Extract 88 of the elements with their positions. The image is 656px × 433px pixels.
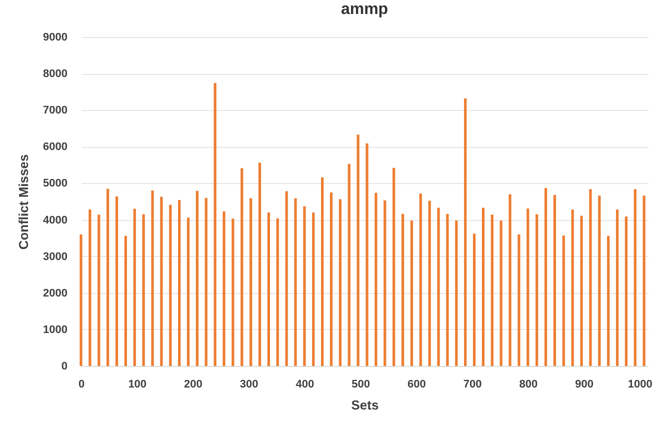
- x-tick-label: 600: [407, 378, 426, 390]
- bar: [321, 177, 324, 366]
- bar: [428, 200, 431, 366]
- bar: [186, 218, 190, 366]
- bar: [348, 164, 350, 366]
- y-tick-label: 5000: [43, 178, 68, 190]
- x-tick-label: 700: [463, 378, 482, 390]
- bar: [98, 214, 100, 366]
- bar: [106, 188, 110, 366]
- bar: [571, 210, 574, 366]
- x-tick-label: 100: [128, 378, 147, 390]
- bar: [356, 134, 360, 366]
- bar: [374, 192, 378, 366]
- bar: [446, 214, 449, 366]
- bar: [204, 198, 208, 366]
- y-tick-label: 9000: [43, 32, 68, 44]
- bar: [160, 196, 163, 366]
- bar: [250, 198, 252, 366]
- bar: [607, 236, 610, 366]
- bar: [178, 200, 181, 366]
- bar: [258, 162, 262, 366]
- bar: [232, 218, 234, 366]
- x-tick-label: 300: [240, 378, 258, 390]
- y-tick-label: 1000: [43, 324, 68, 336]
- y-tick-label: 6000: [43, 141, 68, 154]
- bar: [482, 208, 485, 366]
- bar: [294, 198, 297, 366]
- bar: [142, 214, 145, 366]
- bar: [222, 211, 226, 366]
- bar: [88, 210, 92, 366]
- bar: [472, 234, 476, 366]
- x-tick-label: 200: [184, 378, 202, 390]
- bar: [285, 191, 288, 366]
- bar: [312, 212, 315, 366]
- bar: [366, 143, 368, 366]
- y-tick-label: 7000: [43, 104, 68, 117]
- y-tick-label: 2000: [43, 287, 68, 300]
- bar: [544, 188, 548, 366]
- chart-title: ammp: [340, 1, 388, 18]
- bar: [500, 220, 502, 366]
- y-tick-label: 8000: [43, 68, 68, 80]
- x-tick-label: 400: [296, 378, 314, 390]
- bar: [330, 192, 333, 366]
- x-tick-label: 0: [78, 378, 85, 390]
- y-tick-label: 3000: [43, 250, 68, 263]
- bar: [526, 208, 530, 366]
- y-tick-label: 4000: [43, 214, 68, 226]
- x-tick-label: 800: [519, 378, 538, 390]
- bar: [196, 190, 198, 366]
- bar: [598, 196, 601, 366]
- bar: [338, 199, 342, 366]
- bar: [490, 214, 494, 366]
- bar: [419, 193, 422, 366]
- bar: [267, 212, 270, 366]
- bar: [536, 214, 538, 366]
- y-tick-label: 0: [61, 360, 68, 372]
- bar: [562, 235, 565, 366]
- bar: [115, 196, 118, 366]
- bar: [508, 194, 512, 366]
- bar: [580, 216, 583, 366]
- bar: [616, 210, 619, 366]
- bar: [384, 200, 386, 366]
- bar: [169, 204, 172, 366]
- bar: [634, 189, 636, 366]
- bar: [303, 206, 306, 366]
- bar: [392, 168, 396, 366]
- x-tick-label: 1000: [628, 378, 652, 390]
- bar: [151, 190, 154, 366]
- x-tick-label: 900: [575, 378, 594, 390]
- bar: [124, 236, 127, 366]
- bar: [518, 234, 520, 366]
- x-axis-title: Sets: [351, 398, 379, 412]
- bar: [642, 196, 646, 366]
- bar: [401, 214, 404, 366]
- y-axis-title: Conflict Misses: [16, 154, 32, 250]
- bar: [553, 194, 556, 366]
- bar: [464, 98, 467, 366]
- bar: [455, 220, 458, 366]
- bar: [437, 208, 440, 366]
- bar: [589, 189, 592, 366]
- bar: [214, 83, 216, 366]
- bar: [624, 216, 628, 366]
- bar: [80, 234, 82, 366]
- bar: [410, 220, 414, 366]
- x-tick-label: 500: [352, 378, 370, 390]
- bar: [133, 208, 136, 366]
- bar: [240, 168, 244, 366]
- bar: [276, 218, 279, 366]
